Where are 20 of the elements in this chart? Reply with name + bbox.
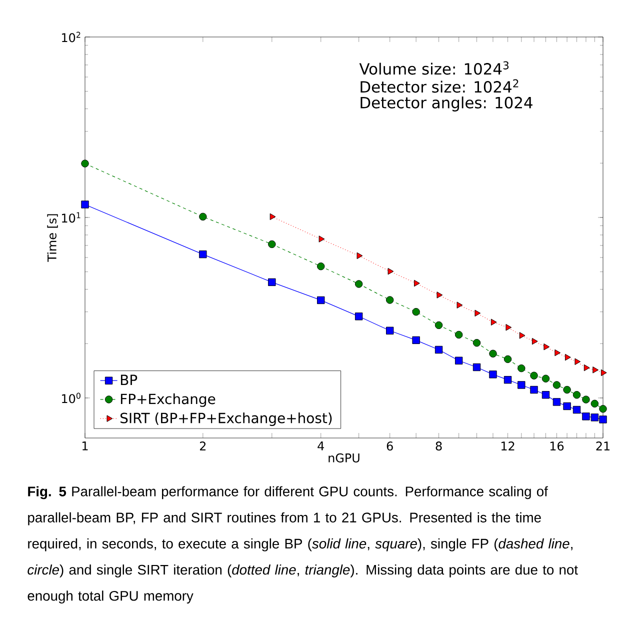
y-tick-label: 10$^{2}$ — [62, 32, 80, 42]
text: Fig. 5 Parallel-beam performance for different GPU counts. Performance scaling of parallel-beam BP, FP and SIRT routines from 1 to 21 GPUs. Presented is the time required, in seconds, to execute a single BP (solid line, square), single FP (dashed line, circle) and single SIRT iteration (dotted line, triangle). Missing data points are due to not enough total GPU memory — [28, 486, 578, 604]
x-tick-label: 4 — [318, 442, 324, 450]
y-tick-label: 10$^{0}$ — [62, 392, 80, 404]
y-axis-title: Time [s] — [47, 214, 58, 262]
legend-label: BP — [120, 374, 138, 385]
annotation: Volume size: 1024$^{3}$ — [359, 61, 509, 75]
x-tick-label: 12 — [501, 442, 514, 450]
annotation: Detector size: 1024$^{2}$ — [360, 79, 518, 93]
x-tick-label: 8 — [436, 442, 442, 451]
x-axis-title: nGPU — [328, 453, 360, 462]
x-tick-label: 16 — [550, 442, 564, 451]
y-tick-label: 10$^{1}$ — [62, 212, 80, 223]
x-tick-label: 21 — [596, 442, 610, 450]
x-tick-label: 2 — [200, 442, 206, 450]
x-tick-label: 1 — [82, 442, 88, 450]
annotation: Detector angles: 1024 — [360, 96, 532, 112]
legend-label: FP+Exchange — [120, 393, 216, 407]
legend-label: SIRT (BP+FP+Exchange+host) — [120, 412, 332, 426]
x-tick-label: 6 — [386, 442, 393, 451]
